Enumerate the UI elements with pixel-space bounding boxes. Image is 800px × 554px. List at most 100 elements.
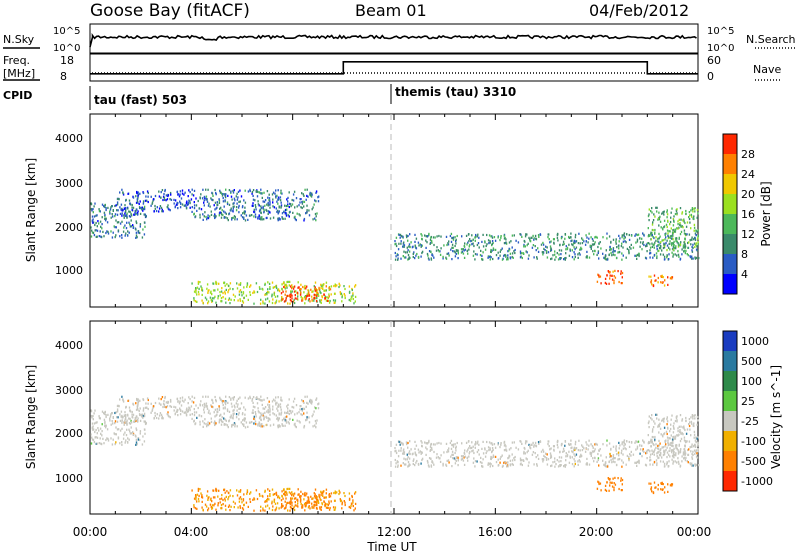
velocity-cell xyxy=(165,396,166,398)
power-cell xyxy=(317,292,318,294)
power-cell xyxy=(485,249,486,251)
power-cell xyxy=(650,276,651,278)
velocity-cell xyxy=(202,496,203,498)
velocity-cell xyxy=(199,421,200,423)
velocity-cell xyxy=(254,416,255,418)
power-cell xyxy=(446,236,447,238)
velocity-cell xyxy=(651,445,652,447)
velocity-cell xyxy=(464,449,465,451)
velocity-cell xyxy=(297,502,298,504)
velocity-cell xyxy=(264,510,265,512)
power-cell xyxy=(142,228,143,230)
velocity-cell xyxy=(238,418,239,420)
velocity-cell xyxy=(447,449,448,451)
velocity-cell xyxy=(519,440,520,442)
power-cell xyxy=(466,243,467,245)
velocity-cell xyxy=(298,488,299,490)
power-cell xyxy=(549,241,550,243)
velocity-cell xyxy=(694,437,695,439)
velocity-cell xyxy=(684,437,685,439)
velocity-cell xyxy=(648,483,649,485)
power-cell xyxy=(153,198,154,200)
velocity-cell xyxy=(667,416,668,418)
velocity-cell xyxy=(232,495,233,497)
velocity-cell xyxy=(134,419,135,421)
power-cell xyxy=(594,250,595,252)
velocity-cell xyxy=(145,423,146,425)
power-cell xyxy=(292,290,293,292)
velocity-cell xyxy=(350,507,351,509)
velocity-cell xyxy=(224,424,225,426)
velocity-cell xyxy=(217,496,218,498)
velocity-cell xyxy=(681,438,682,440)
power-cell xyxy=(299,214,300,216)
velocity-cell xyxy=(276,494,277,496)
velocity-cell xyxy=(468,447,469,449)
velocity-cell xyxy=(407,456,408,458)
velocity-cell xyxy=(355,507,356,509)
power-cell xyxy=(663,239,664,241)
power-cell xyxy=(286,213,287,215)
velocity-cell xyxy=(687,454,688,456)
power-cell xyxy=(617,270,618,272)
velocity-cell xyxy=(537,454,538,456)
power-cell xyxy=(253,199,254,201)
power-cell xyxy=(213,283,214,285)
velocity-cell xyxy=(243,425,244,427)
power-cell xyxy=(311,194,312,196)
power-cell xyxy=(458,252,459,254)
velocity-cell xyxy=(309,505,310,507)
power-cell xyxy=(329,302,330,304)
power-cell xyxy=(600,282,601,284)
velocity-cell xyxy=(498,464,499,466)
velocity-cell xyxy=(132,411,133,413)
power-cell xyxy=(133,207,134,209)
velocity-cell xyxy=(150,412,151,414)
velocity-cell xyxy=(264,491,265,493)
power-cell xyxy=(274,206,275,208)
power-cell xyxy=(268,210,269,212)
velocity-cell xyxy=(143,410,144,412)
power-cell xyxy=(326,282,327,284)
power-cell xyxy=(672,232,673,234)
power-cell xyxy=(574,253,575,255)
power-cell xyxy=(215,202,216,204)
velocity-cell xyxy=(616,464,617,466)
power-cell xyxy=(245,190,246,192)
velocity-cell xyxy=(504,444,505,446)
velocity-cell xyxy=(239,501,240,503)
velocity-cell xyxy=(198,495,199,497)
power-cell xyxy=(652,234,653,236)
velocity-cell xyxy=(595,443,596,445)
velocity-cell xyxy=(694,463,695,465)
velocity-cell xyxy=(440,454,441,456)
power-cell xyxy=(687,247,688,249)
velocity-cell xyxy=(671,434,672,436)
velocity-cell xyxy=(131,421,132,423)
power-cell xyxy=(547,246,548,248)
power-cell xyxy=(694,246,695,248)
power-cell xyxy=(256,282,257,284)
velocity-cell xyxy=(677,457,678,459)
power-cell xyxy=(675,213,676,215)
power-cell xyxy=(243,218,244,220)
velocity-cell xyxy=(239,397,240,399)
power-cell xyxy=(135,228,136,230)
velocity-cell xyxy=(135,417,136,419)
power-cell xyxy=(694,227,695,229)
velocity-cell xyxy=(623,448,624,450)
power-cell xyxy=(609,277,610,279)
velocity-cell xyxy=(215,409,216,411)
power-cell xyxy=(623,241,624,243)
power-cell xyxy=(656,207,657,209)
power-cell xyxy=(468,249,469,251)
power-cell xyxy=(162,199,163,201)
velocity-cell xyxy=(405,458,406,460)
power-cell xyxy=(217,297,218,299)
power-cell xyxy=(662,239,663,241)
power-cell xyxy=(512,252,513,254)
velocity-cell xyxy=(233,501,234,503)
power-cell xyxy=(571,240,572,242)
velocity-cell xyxy=(94,431,95,433)
velocity-cell xyxy=(226,420,227,422)
